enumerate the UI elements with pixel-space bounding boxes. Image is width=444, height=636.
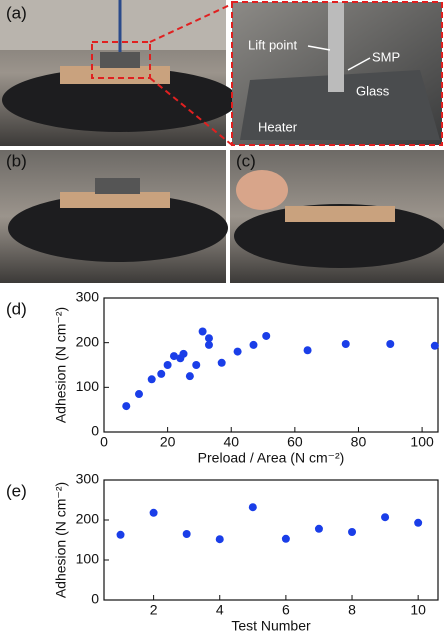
point xyxy=(135,390,143,398)
x-tick-label: 0 xyxy=(100,434,108,450)
x-tick-label: 40 xyxy=(223,434,239,450)
point xyxy=(234,348,242,356)
y-tick-label: 100 xyxy=(76,551,100,567)
point xyxy=(348,528,356,536)
point xyxy=(262,332,270,340)
figure: (a) Lift point SMP Glass Heater (b) (c) … xyxy=(0,0,444,636)
x-tick-label: 60 xyxy=(287,434,303,450)
x-axis-label: Preload / Area (N cm⁻²) xyxy=(198,450,345,466)
x-axis-label: Test Number xyxy=(231,618,311,634)
photo-a-zoom: Lift point SMP Glass Heater xyxy=(232,2,442,145)
point xyxy=(180,350,188,358)
x-tick-label: 100 xyxy=(410,434,434,450)
point xyxy=(249,503,257,511)
y-tick-label: 300 xyxy=(76,289,100,305)
annotation: Lift point xyxy=(248,37,298,52)
y-tick-label: 0 xyxy=(91,591,99,607)
y-axis-label: Adhesion (N cm⁻²) xyxy=(53,307,69,423)
panel-label: (d) xyxy=(6,299,27,318)
plot-frame xyxy=(104,480,438,600)
panel-label: (a) xyxy=(6,3,27,22)
panel-label: (e) xyxy=(6,481,27,500)
point xyxy=(282,535,290,543)
point xyxy=(164,361,172,369)
point xyxy=(315,525,323,533)
photo-c: (c) xyxy=(230,150,444,283)
y-axis-label: Adhesion (N cm⁻²) xyxy=(53,482,69,598)
point xyxy=(148,375,156,383)
point xyxy=(186,372,194,380)
panel-label: (b) xyxy=(6,151,27,170)
x-tick-label: 2 xyxy=(150,602,158,618)
point xyxy=(150,509,158,517)
point xyxy=(216,535,224,543)
y-tick-label: 100 xyxy=(76,378,100,394)
annotation: Heater xyxy=(258,119,298,134)
x-tick-label: 20 xyxy=(160,434,176,450)
point xyxy=(431,342,439,350)
annotation: Glass xyxy=(356,83,390,98)
point xyxy=(199,328,207,336)
point xyxy=(183,530,191,538)
x-tick-label: 6 xyxy=(282,602,290,618)
y-tick-label: 200 xyxy=(76,511,100,527)
y-tick-label: 300 xyxy=(76,471,100,487)
point xyxy=(342,340,350,348)
point xyxy=(386,340,394,348)
point xyxy=(205,341,213,349)
y-tick-label: 0 xyxy=(91,423,99,439)
plot-frame xyxy=(104,298,438,432)
point xyxy=(192,361,200,369)
point xyxy=(381,513,389,521)
point xyxy=(304,346,312,354)
figure-svg: (a) Lift point SMP Glass Heater (b) (c) … xyxy=(0,0,444,636)
x-tick-label: 4 xyxy=(216,602,224,618)
point xyxy=(117,531,125,539)
point xyxy=(218,359,226,367)
point xyxy=(414,519,422,527)
photo-b: (b) xyxy=(0,150,228,283)
x-tick-label: 80 xyxy=(351,434,367,450)
panel-label: (c) xyxy=(236,151,256,170)
annotation: SMP xyxy=(372,49,400,64)
point xyxy=(250,341,258,349)
photo-a: (a) xyxy=(0,0,238,146)
x-tick-label: 10 xyxy=(410,602,426,618)
x-tick-label: 8 xyxy=(348,602,356,618)
point xyxy=(122,402,130,410)
point xyxy=(157,370,165,378)
y-tick-label: 200 xyxy=(76,333,100,349)
